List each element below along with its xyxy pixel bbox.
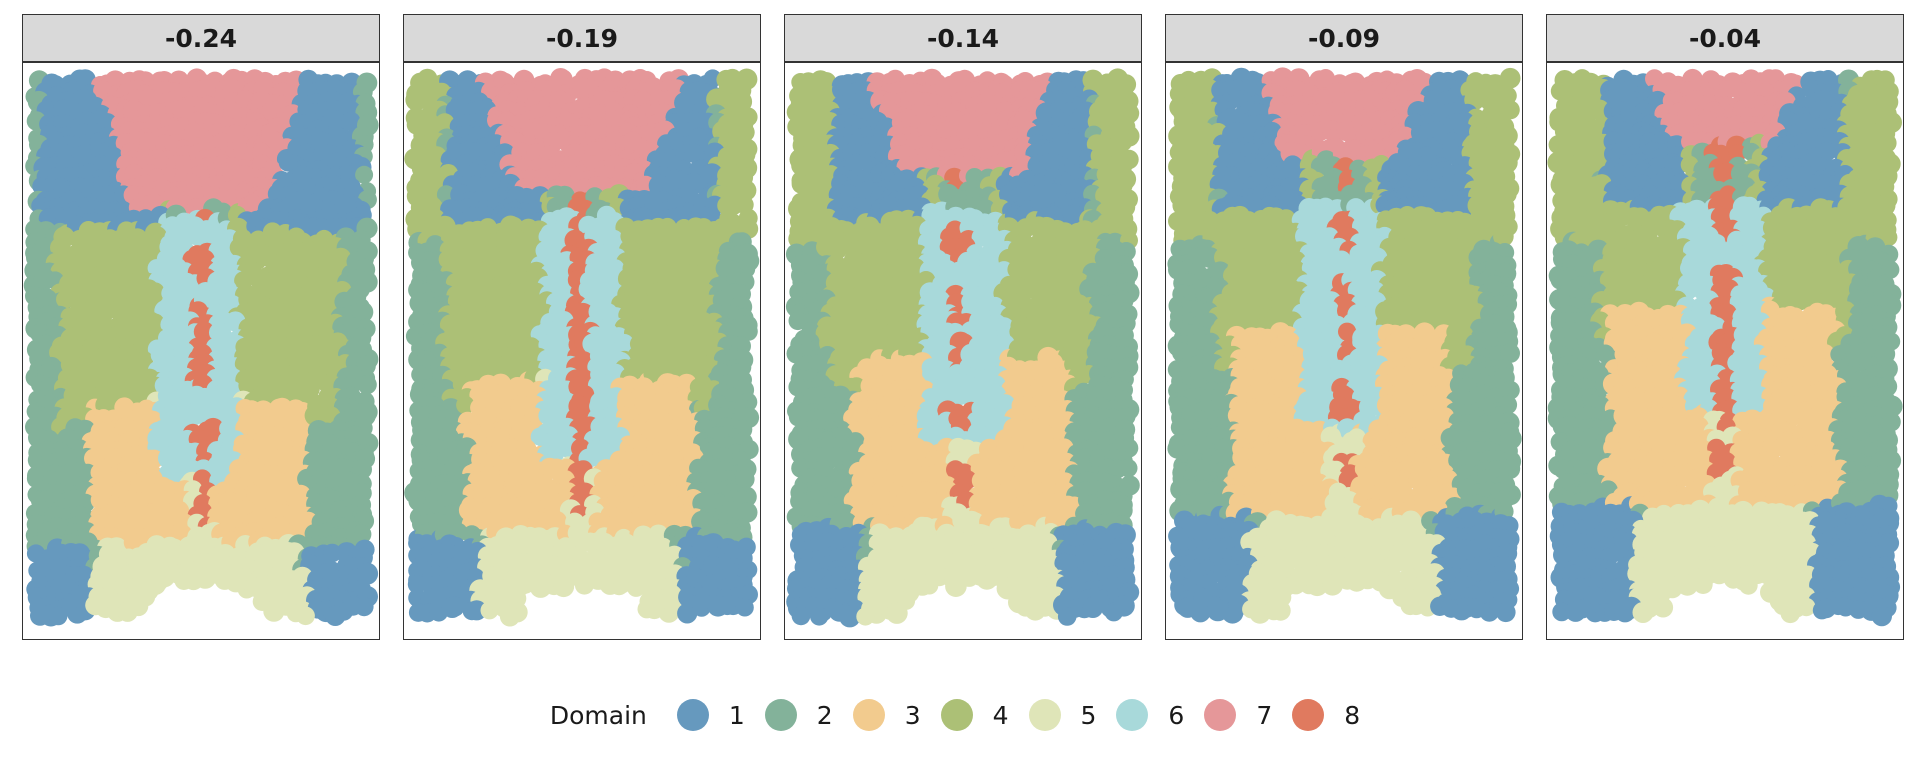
facet-plot-area — [403, 62, 761, 640]
spot-domain-2 — [26, 469, 46, 489]
spot-domain-3 — [473, 480, 496, 502]
facet-strip-label: -0.14 — [784, 14, 1142, 62]
facet-strip-label: -0.24 — [22, 14, 380, 62]
spot-domain-4 — [56, 290, 75, 309]
spot-domain-1 — [735, 598, 754, 617]
spot-domain-5 — [662, 584, 683, 606]
facet-panels: -0.24 -0.19 -0.14 -0.09 -0.04 — [22, 14, 1904, 640]
facet-plot-area — [22, 62, 380, 640]
spot-domain-4 — [405, 89, 428, 111]
spot-domain-1 — [325, 605, 346, 626]
spot-domain-4 — [435, 113, 455, 133]
spot-domain-2 — [436, 185, 456, 204]
spot-domain-4 — [828, 240, 848, 260]
spot-domain-7 — [554, 69, 573, 88]
spot-domain-4 — [146, 313, 165, 333]
spot-domain-2 — [826, 447, 848, 469]
spot-domain-5 — [553, 575, 575, 598]
spot-domain-2 — [736, 502, 758, 523]
spot-domain-5 — [574, 575, 594, 595]
spot-domain-5 — [128, 596, 149, 617]
spot-domain-1 — [846, 153, 866, 173]
facet-panel: -0.24 — [22, 14, 380, 640]
facet-strip-label: -0.19 — [403, 14, 761, 62]
spot-domain-2 — [357, 375, 377, 395]
spot-domain-8 — [958, 470, 977, 490]
spatial-scatter — [404, 68, 760, 627]
spot-domain-1 — [1062, 204, 1084, 226]
spot-domain-4 — [855, 342, 876, 363]
spot-domain-2 — [735, 469, 755, 489]
spot-domain-5 — [296, 606, 315, 626]
spatial-scatter — [785, 68, 1140, 628]
spot-domain-2 — [1119, 458, 1138, 478]
facet-panel: -0.14 — [784, 14, 1142, 640]
spot-domain-5 — [499, 606, 520, 627]
spot-domain-1 — [341, 111, 361, 132]
facet-plot-area — [784, 62, 1142, 640]
facet-panel: -0.19 — [403, 14, 761, 640]
spot-domain-1 — [692, 598, 711, 617]
spot-domain-1 — [49, 606, 68, 626]
spot-domain-2 — [738, 321, 758, 341]
spot-domain-2 — [355, 165, 374, 184]
spot-domain-6 — [183, 406, 203, 426]
spot-domain-7 — [213, 132, 232, 152]
spot-domain-1 — [444, 596, 465, 617]
spot-domain-1 — [354, 597, 374, 617]
spot-domain-7 — [145, 114, 165, 134]
spot-domain-1 — [356, 562, 379, 585]
spatial-scatter — [23, 68, 379, 627]
spot-domain-3 — [84, 448, 104, 468]
spot-domain-1 — [1093, 533, 1112, 552]
spot-domain-7 — [261, 101, 281, 121]
spot-domain-1 — [407, 575, 426, 594]
spot-domain-1 — [466, 600, 487, 621]
spot-domain-4 — [456, 395, 475, 415]
spot-domain-4 — [788, 228, 809, 249]
spot-domain-3 — [123, 533, 143, 552]
spot-domain-4 — [124, 279, 144, 300]
